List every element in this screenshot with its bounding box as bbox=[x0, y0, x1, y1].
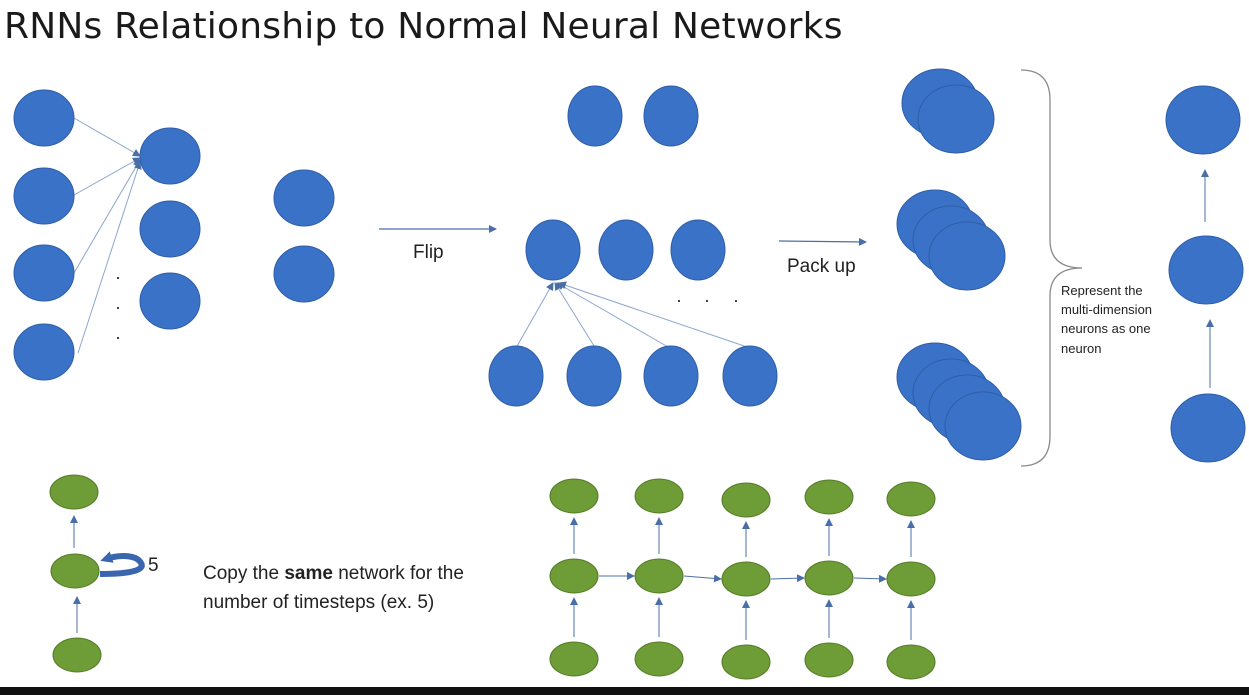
unrolled-input-neuron bbox=[804, 642, 854, 678]
unrolled-arrow-recurrent bbox=[770, 574, 805, 583]
ffn-vertical-dots-3: · bbox=[115, 327, 121, 347]
slide-title: RNNs Relationship to Normal Neural Netwo… bbox=[4, 6, 843, 47]
flip-label: Flip bbox=[413, 242, 444, 263]
unrolled-output-neuron bbox=[549, 478, 599, 514]
ffn-input-neuron bbox=[13, 167, 75, 225]
flipped-dot: · bbox=[704, 290, 710, 310]
ffn-output-layer bbox=[273, 169, 335, 303]
unrolled-input-neuron bbox=[549, 641, 599, 677]
represent-line-4: neuron bbox=[1061, 341, 1101, 356]
stacked-neuron bbox=[928, 221, 1006, 291]
ffn-vertical-dots: · bbox=[115, 267, 121, 287]
flipped-hidden-neuron bbox=[598, 219, 654, 281]
unrolled-hidden-neuron bbox=[886, 561, 936, 597]
ffn-input-neuron bbox=[13, 89, 75, 147]
flipped-dot: · bbox=[733, 290, 739, 310]
unrolled-hidden-neuron bbox=[804, 560, 854, 596]
flipped-input-neuron bbox=[566, 345, 622, 407]
unrolled-rnn bbox=[549, 478, 936, 680]
ffn-vertical-dots-2: · bbox=[115, 297, 121, 317]
rnn-input-neuron bbox=[52, 637, 102, 673]
rnn-output-neuron bbox=[49, 474, 99, 510]
unrolled-output-neuron bbox=[721, 482, 771, 518]
unrolled-input-neuron bbox=[634, 641, 684, 677]
flipped-connections bbox=[515, 281, 751, 349]
flipped-output-neuron bbox=[567, 85, 623, 147]
ffn-hidden-neuron bbox=[139, 127, 201, 185]
unrolled-hidden-neuron bbox=[549, 558, 599, 594]
copy-text-post: network for the bbox=[333, 563, 464, 584]
unrolled-arrow-recurrent bbox=[853, 574, 887, 583]
ffn-input-neuron bbox=[13, 244, 75, 302]
unrolled-output-neuron bbox=[886, 481, 936, 517]
grouping-bracket bbox=[1020, 69, 1083, 467]
ffn-hidden-layer bbox=[139, 127, 201, 330]
flipped-input-layer bbox=[488, 345, 778, 407]
represent-line-3: neurons as one bbox=[1061, 321, 1151, 336]
ffn-output-neuron bbox=[273, 169, 335, 227]
rnn-hidden-neuron bbox=[50, 553, 100, 589]
single-hidden-neuron bbox=[1168, 235, 1244, 305]
unrolled-hidden-neuron bbox=[634, 558, 684, 594]
single-input-neuron bbox=[1170, 393, 1246, 463]
ffn-input-neuron bbox=[13, 323, 75, 381]
unrolled-input-neuron bbox=[721, 644, 771, 680]
flipped-hidden-layer bbox=[525, 219, 726, 281]
pack-up-arrow bbox=[778, 237, 867, 246]
stacked-neuron bbox=[944, 391, 1022, 461]
flipped-dot: · bbox=[676, 290, 682, 310]
pack-up-label: Pack up bbox=[787, 256, 856, 277]
packed-input-stack bbox=[896, 342, 1022, 461]
flipped-hidden-neuron bbox=[525, 219, 581, 281]
rnn-compact: 5 bbox=[49, 474, 159, 673]
unrolled-hidden-neuron bbox=[721, 561, 771, 597]
packed-hidden-stack bbox=[896, 189, 1006, 291]
packed-output-stack bbox=[901, 68, 995, 154]
rnn-loop-count: 5 bbox=[148, 555, 159, 576]
ffn-connections bbox=[73, 117, 142, 354]
unrolled-arrow-recurrent bbox=[683, 574, 722, 583]
copy-text-pre: Copy the bbox=[203, 563, 284, 584]
unrolled-output-neuron bbox=[804, 479, 854, 515]
flipped-output-neuron bbox=[643, 85, 699, 147]
rnn-recurrent-loop bbox=[99, 551, 145, 577]
single-neuron-column bbox=[1165, 85, 1246, 463]
ffn-hidden-neuron bbox=[139, 200, 201, 258]
flipped-input-neuron bbox=[722, 345, 778, 407]
copy-text-bold: same bbox=[284, 563, 333, 584]
single-output-neuron bbox=[1165, 85, 1241, 155]
unrolled-input-neuron bbox=[886, 644, 936, 680]
stacked-neuron bbox=[917, 84, 995, 154]
ffn-input-layer bbox=[13, 89, 75, 381]
ffn-hidden-neuron bbox=[139, 272, 201, 330]
ffn-output-neuron bbox=[273, 245, 335, 303]
represent-line-1: Represent the bbox=[1061, 283, 1143, 298]
flipped-input-neuron bbox=[643, 345, 699, 407]
represent-line-2: multi-dimension bbox=[1061, 302, 1152, 317]
copy-text-line-2: number of timesteps (ex. 5) bbox=[203, 592, 434, 613]
flipped-output-layer bbox=[567, 85, 699, 147]
copy-text-line-1: Copy the same network for the bbox=[203, 563, 464, 584]
bottom-bar bbox=[0, 687, 1249, 695]
unrolled-output-neuron bbox=[634, 478, 684, 514]
flipped-hidden-neuron bbox=[670, 219, 726, 281]
flipped-input-neuron bbox=[488, 345, 544, 407]
